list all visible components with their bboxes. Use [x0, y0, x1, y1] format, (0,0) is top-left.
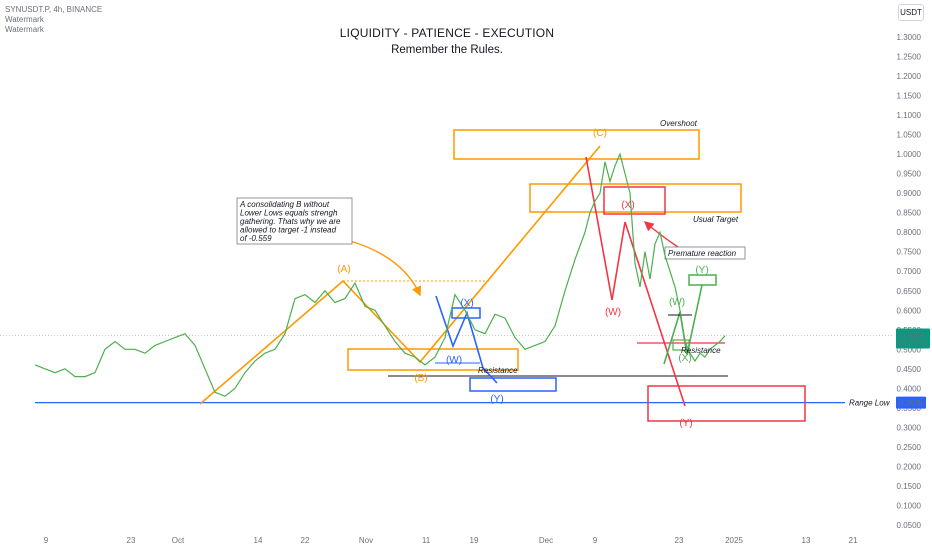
- y-tick-label: 0.7000: [897, 267, 922, 276]
- y-tick-label: 0.2000: [897, 462, 922, 471]
- y-tick-label: 1.2500: [897, 53, 922, 62]
- orange-zone-b: [347, 348, 519, 371]
- symbol-line: SYNUSDT.P, 4h, BINANCE: [5, 5, 103, 14]
- y-tick-label: 0.8000: [897, 228, 922, 237]
- y-tick-label: 0.1500: [897, 482, 922, 491]
- y-tick-label: 0.8500: [897, 209, 922, 218]
- currency-button[interactable]: USDT: [898, 4, 924, 21]
- red-wxy-zigzag: [585, 156, 686, 407]
- resistance-label-2: Resistance: [681, 346, 721, 355]
- note-line: Lower Lows equals strengh: [240, 209, 338, 218]
- chart-header: SYNUSDT.P, 4h, BINANCE Watermark Waterma…: [5, 5, 102, 35]
- x-axis: 9 23 Oct 14 22 Nov 11 19 Dec 9 23 2025 13 21: [44, 536, 858, 545]
- x-tick-label: 23: [675, 536, 684, 545]
- countdown-value: 03:29:11: [898, 338, 929, 347]
- y-tick-label: 1.2000: [897, 72, 922, 81]
- current-price-value: 0.5354: [901, 330, 926, 339]
- y-tick-label: 1.1000: [897, 111, 922, 120]
- green-y-box: [688, 274, 717, 286]
- range-low-value: 0.3635: [899, 399, 924, 408]
- y-tick-label: 1.0500: [897, 131, 922, 140]
- x-tick-label: 19: [470, 536, 479, 545]
- y-tick-label: 0.7500: [897, 248, 922, 257]
- premature-reaction-label: Premature reaction: [668, 249, 737, 258]
- x-tick-label: 13: [802, 536, 811, 545]
- x-tick-label: 22: [301, 536, 310, 545]
- x-tick-label: 21: [849, 536, 858, 545]
- green-x-label: (X): [678, 353, 691, 364]
- overshoot-zone: [453, 129, 700, 160]
- y-tick-label: 0.0500: [897, 521, 922, 530]
- wave-a-label: (A): [337, 264, 350, 275]
- x-tick-label: 9: [593, 536, 598, 545]
- watermark-2: Watermark: [5, 25, 44, 34]
- x-tick-label: Dec: [539, 536, 553, 545]
- green-y-label: (Y): [695, 265, 708, 276]
- x-tick-label: 23: [127, 536, 136, 545]
- blue-y-label: (Y): [490, 394, 503, 405]
- chart-drawings: [0, 129, 894, 422]
- current-price-badge: [896, 328, 930, 349]
- note-box: [236, 197, 353, 245]
- y-axis: 1.3000 1.2500 1.2000 1.1500 1.1000 1.0500 1.00…: [897, 33, 922, 530]
- y-tick-label: 0.5000: [897, 345, 922, 354]
- red-y-label: (Y): [679, 418, 692, 429]
- x-tick-label: Oct: [172, 536, 185, 545]
- y-tick-label: 1.3000: [897, 33, 922, 42]
- y-tick-label: 0.6000: [897, 306, 922, 315]
- note-line: allowed to target -1 instead: [240, 226, 337, 235]
- red-target-box: [647, 385, 806, 422]
- usual-target-zone: [529, 183, 742, 213]
- x-tick-label: Nov: [359, 536, 373, 545]
- red-w-label: (W): [605, 307, 621, 318]
- blue-x-box: [451, 307, 481, 319]
- x-tick-label: 2025: [725, 536, 743, 545]
- note-line: gathering. Thats why we are: [240, 217, 341, 226]
- note-line: of -0.559: [240, 234, 272, 243]
- range-low-badge: [896, 396, 926, 409]
- y-tick-label: 1.0000: [897, 150, 922, 159]
- price-line: [34, 152, 726, 397]
- price-series: [34, 152, 726, 397]
- x-tick-label: 14: [254, 536, 263, 545]
- red-x-label: (X): [621, 200, 634, 211]
- wave-c-label: (C): [593, 128, 607, 139]
- blue-target-box: [469, 377, 557, 392]
- chart-labels: (A) (B) (C) (X) (W) (Y) (X) (W) (Y) (W) (X) (Y) Over…: [239, 119, 891, 429]
- y-tick-label: 0.9500: [897, 170, 922, 179]
- premature-arrow: [643, 221, 679, 248]
- x-tick-label: 11: [422, 536, 431, 545]
- y-tick-label: 0.1000: [897, 501, 922, 510]
- range-low-label: Range Low: [849, 399, 891, 408]
- y-tick-label: 0.9000: [897, 189, 922, 198]
- y-tick-label: 1.1500: [897, 92, 922, 101]
- green-w-label: (W): [669, 297, 685, 308]
- x-tick-label: 9: [44, 536, 49, 545]
- overshoot-label: Overshoot: [660, 119, 698, 128]
- chart-subtitle: Remember the Rules.: [391, 44, 503, 56]
- wave-b-label: (B): [414, 373, 427, 384]
- y-tick-label: 0.4000: [897, 384, 922, 393]
- resistance-label-1: Resistance: [478, 366, 518, 375]
- y-tick-label: 0.6500: [897, 287, 922, 296]
- chart-title: LIQUIDITY - PATIENCE - EXECUTION: [339, 26, 555, 40]
- note-line: A consolidating B without: [239, 200, 330, 209]
- red-x-box: [603, 186, 666, 215]
- y-tick-label: 0.3000: [897, 423, 922, 432]
- blue-w-label: (W): [446, 355, 462, 366]
- watermark-1: Watermark: [5, 15, 44, 24]
- y-tick-label: 0.2500: [897, 443, 922, 452]
- y-tick-label: 0.4500: [897, 365, 922, 374]
- blue-x-label: (X): [460, 298, 473, 309]
- usual-target-label: Usual Target: [693, 215, 739, 224]
